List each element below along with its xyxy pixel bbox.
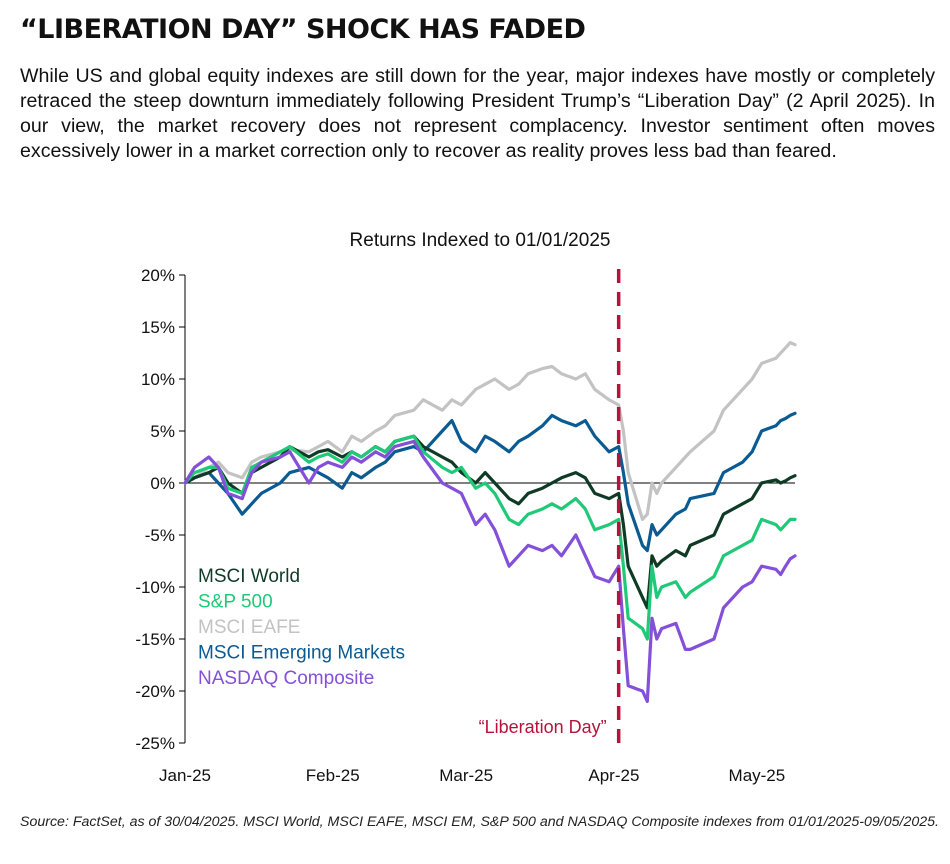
- body-text: While US and global equity indexes are s…: [20, 65, 935, 162]
- chart-title: Returns Indexed to 01/01/2025: [350, 230, 611, 251]
- y-tick-label: 10%: [141, 370, 175, 389]
- y-tick-label: -20%: [135, 682, 175, 701]
- x-tick-label: Feb-25: [306, 766, 360, 785]
- series-line-nasdaq-composite: [183, 439, 797, 703]
- y-tick-label: 5%: [150, 422, 175, 441]
- legend-item: S&P 500: [198, 592, 273, 613]
- legend-item: MSCI World: [198, 566, 300, 587]
- series-line-msci-world: [183, 434, 797, 610]
- y-axis: 20% 15% 10% 5% 0% -5% -10% -15% -20% -25%: [135, 266, 186, 753]
- series-line-msci-eafe: [183, 341, 797, 521]
- series-layer: [183, 341, 797, 703]
- legend-item: NASDAQ Composite: [198, 668, 374, 689]
- y-tick-label: -25%: [135, 734, 175, 753]
- returns-line-chart: Returns Indexed to 01/01/2025 20% 15% 10% 5…: [135, 230, 797, 785]
- x-tick-label: Apr-25: [588, 766, 639, 785]
- series-line-s-p-500: [183, 434, 797, 641]
- y-tick-label: 20%: [141, 266, 175, 285]
- legend: MSCI World S&P 500 MSCI EAFE MSCI Emerging …: [198, 566, 405, 689]
- y-tick-label: -15%: [135, 630, 175, 649]
- x-axis: Jan-25 Feb-25 Mar-25 Apr-25 May-25: [159, 482, 795, 785]
- series-line-msci-emerging-markets: [183, 411, 797, 553]
- x-tick-label: May-25: [729, 766, 786, 785]
- x-tick-label: Mar-25: [439, 766, 493, 785]
- liberation-day-label: “Liberation Day”: [479, 717, 607, 737]
- y-tick-label: -10%: [135, 578, 175, 597]
- source-note: Source: FactSet, as of 30/04/2025. MSCI …: [20, 814, 939, 830]
- legend-item: MSCI Emerging Markets: [198, 643, 405, 664]
- legend-item: MSCI EAFE: [198, 617, 300, 638]
- headline: “LIBERATION DAY” SHOCK HAS FADED: [20, 14, 586, 45]
- y-tick-label: 15%: [141, 318, 175, 337]
- annotation-layer: “Liberation Day”: [479, 269, 621, 745]
- y-tick-label: -5%: [145, 526, 175, 545]
- x-tick-label: Jan-25: [159, 766, 211, 785]
- y-tick-label: 0%: [150, 474, 175, 493]
